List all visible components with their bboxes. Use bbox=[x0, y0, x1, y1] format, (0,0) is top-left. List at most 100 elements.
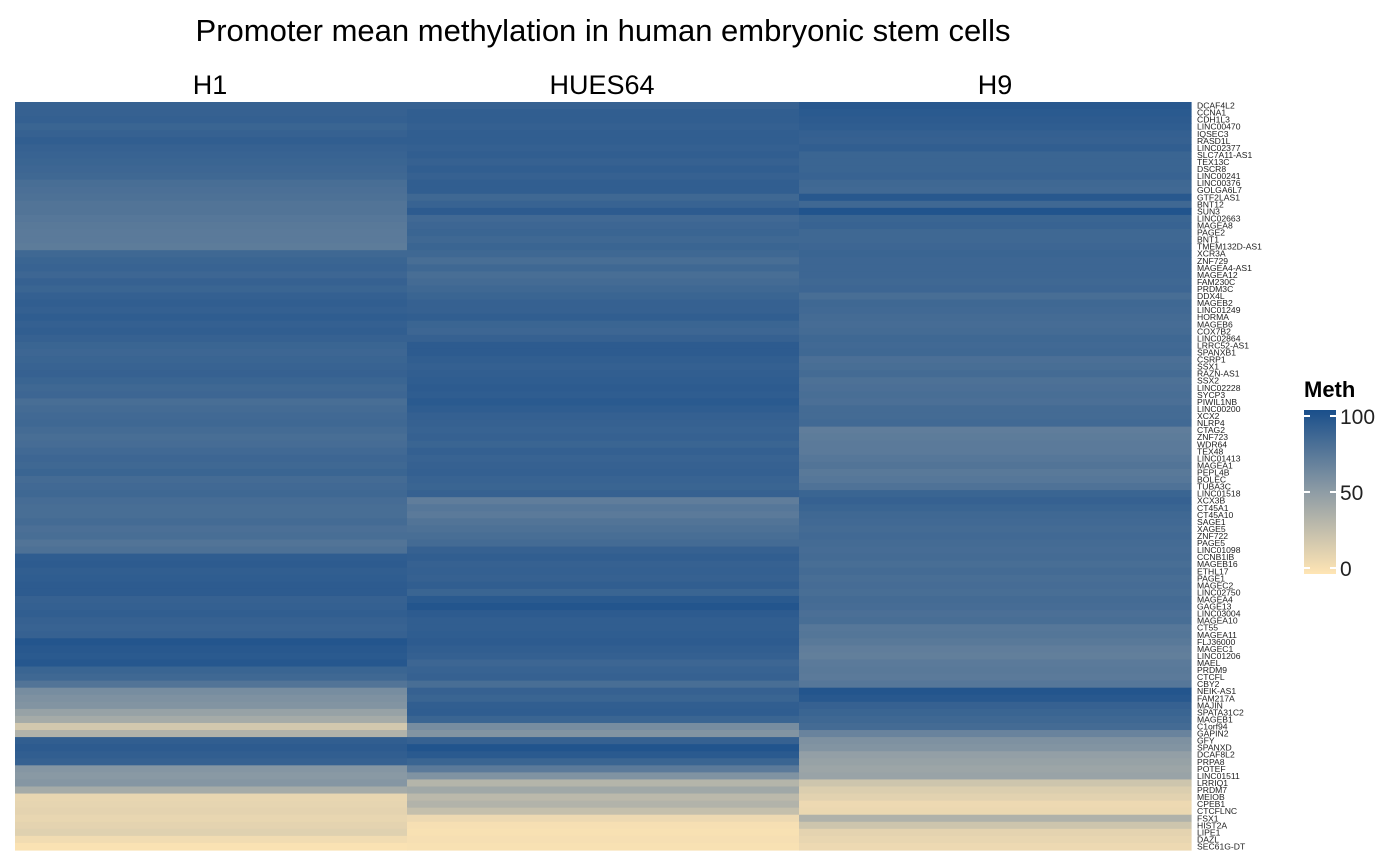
heatmap-cell bbox=[15, 412, 408, 421]
column-label-h9: H9 bbox=[978, 70, 1013, 100]
row-label: GOLGA6L7 bbox=[1197, 185, 1242, 195]
heatmap-cell bbox=[407, 334, 800, 343]
heatmap-cell bbox=[407, 313, 800, 322]
row-label: LINC02750 bbox=[1197, 587, 1241, 597]
row-label: PRPA8 bbox=[1197, 757, 1225, 767]
heatmap-cell bbox=[15, 137, 408, 145]
heatmap-cell bbox=[15, 468, 408, 477]
heatmap-cell bbox=[15, 236, 408, 244]
row-label: ZNF722 bbox=[1197, 531, 1228, 541]
heatmap-cell bbox=[407, 440, 800, 449]
heatmap-cell bbox=[407, 285, 800, 294]
heatmap-cell bbox=[799, 384, 1192, 392]
heatmap-cell bbox=[799, 751, 1192, 759]
heatmap-cell bbox=[407, 433, 800, 442]
row-label: HIST2A bbox=[1197, 820, 1227, 830]
heatmap-cell bbox=[15, 490, 408, 498]
heatmap-cell bbox=[15, 165, 408, 174]
heatmap-cell bbox=[15, 624, 408, 632]
row-label: LINC01206 bbox=[1197, 651, 1241, 661]
heatmap-cell bbox=[799, 645, 1192, 654]
heatmap-cell bbox=[15, 525, 408, 534]
row-label: C1orf94 bbox=[1197, 722, 1228, 732]
row-label: LINC01098 bbox=[1197, 545, 1241, 555]
heatmap-cell bbox=[799, 200, 1192, 209]
row-label: IQSEC3 bbox=[1197, 129, 1229, 139]
heatmap-cell bbox=[799, 327, 1192, 336]
heatmap-cell bbox=[15, 800, 408, 809]
heatmap-cell bbox=[15, 567, 408, 576]
heatmap-cell bbox=[799, 758, 1192, 766]
row-label: CPEB1 bbox=[1197, 799, 1225, 809]
heatmap-cell bbox=[15, 398, 408, 407]
heatmap-cell bbox=[407, 814, 800, 823]
row-label: GAGE13 bbox=[1197, 602, 1232, 612]
heatmap-cell bbox=[15, 659, 408, 668]
heatmap-cell bbox=[15, 814, 408, 823]
row-label: GTF2LAS1 bbox=[1197, 192, 1240, 202]
heatmap-cell bbox=[407, 447, 800, 456]
row-label: MAGEB16 bbox=[1197, 559, 1238, 569]
heatmap-cell bbox=[15, 786, 408, 795]
heatmap-cell bbox=[407, 574, 800, 583]
heatmap-cell bbox=[799, 525, 1192, 534]
row-label: PIWIL1NB bbox=[1197, 397, 1237, 407]
heatmap-cell bbox=[407, 652, 800, 661]
heatmap-cell bbox=[15, 511, 408, 519]
legend-title: Meth bbox=[1304, 377, 1355, 402]
row-label: MAEL bbox=[1197, 658, 1221, 668]
row-label: SPANXB1 bbox=[1197, 348, 1236, 358]
row-label: CBY2 bbox=[1197, 679, 1220, 689]
heatmap-cell bbox=[15, 193, 408, 202]
row-label: TUBA3C bbox=[1197, 482, 1231, 492]
row-label: LINC02864 bbox=[1197, 333, 1241, 343]
heatmap-cell bbox=[799, 631, 1192, 639]
row-label: CTCFL bbox=[1197, 672, 1225, 682]
row-label: ETHL17 bbox=[1197, 566, 1229, 576]
heatmap-cell bbox=[15, 680, 408, 689]
row-label: LINC00200 bbox=[1197, 404, 1241, 414]
heatmap-cell bbox=[799, 207, 1192, 216]
heatmap-cell bbox=[15, 539, 408, 548]
heatmap-cell bbox=[15, 370, 408, 378]
heatmap-cell bbox=[799, 313, 1192, 322]
heatmap-cell bbox=[799, 603, 1192, 611]
row-label: LINC00470 bbox=[1197, 122, 1241, 132]
heatmap-cell bbox=[407, 744, 800, 752]
heatmap-cell bbox=[15, 229, 408, 237]
heatmap-cell bbox=[407, 758, 800, 766]
heatmap-cell bbox=[407, 384, 800, 392]
heatmap-cell bbox=[799, 617, 1192, 625]
heatmap-cell bbox=[799, 412, 1192, 421]
row-label: LINC00241 bbox=[1197, 171, 1241, 181]
heatmap-cell bbox=[407, 165, 800, 174]
heatmap-cell bbox=[799, 511, 1192, 519]
heatmap-cell bbox=[407, 271, 800, 280]
row-label: NEIK-AS1 bbox=[1197, 686, 1236, 696]
heatmap-cell bbox=[15, 363, 408, 371]
heatmap-cell bbox=[799, 440, 1192, 449]
heatmap-cell bbox=[799, 391, 1192, 399]
row-label: DCAF4L2 bbox=[1197, 101, 1235, 111]
heatmap-cell bbox=[15, 447, 408, 456]
heatmap-cell bbox=[15, 377, 408, 385]
heatmap-cell bbox=[407, 454, 800, 463]
heatmap-cell bbox=[407, 483, 800, 491]
row-label: BNT12 bbox=[1197, 199, 1224, 209]
heatmap-cell bbox=[15, 842, 408, 851]
heatmap-cell bbox=[15, 179, 408, 188]
row-label: MAGEC1 bbox=[1197, 644, 1234, 654]
heatmap-cell bbox=[15, 334, 408, 343]
heatmap-cell bbox=[407, 624, 800, 632]
row-label: CT45A1 bbox=[1197, 503, 1229, 513]
heatmap-cell bbox=[799, 532, 1192, 541]
heatmap-cell bbox=[407, 772, 800, 781]
heatmap-cell bbox=[15, 356, 408, 364]
heatmap-cell bbox=[407, 737, 800, 745]
row-label: CCNA1 bbox=[1197, 108, 1226, 118]
heatmap-cell bbox=[15, 214, 408, 223]
heatmap-cell bbox=[15, 694, 408, 703]
heatmap-cell bbox=[407, 835, 800, 844]
heatmap-cell bbox=[15, 821, 408, 830]
